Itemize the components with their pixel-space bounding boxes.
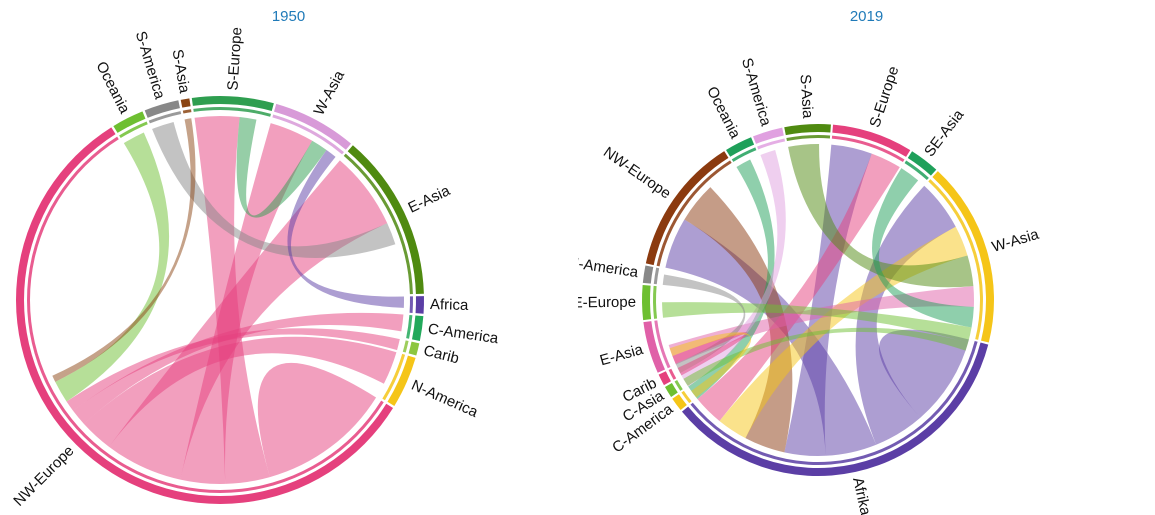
region-label-africa: Africa bbox=[430, 296, 469, 314]
region-label-nw-europe: NW-Europe bbox=[600, 144, 674, 203]
region-label-c-america: C-America bbox=[427, 321, 500, 348]
region-label-e-asia: E-Asia bbox=[406, 182, 454, 217]
region-arc-c-asia bbox=[664, 382, 678, 397]
region-label-s-america: S-America bbox=[132, 29, 169, 102]
chord-se-asia-to-w-asia bbox=[872, 168, 974, 328]
region-arc-s-america bbox=[753, 127, 784, 144]
region-arc-e-asia bbox=[347, 145, 424, 294]
region-label-se-asia: SE-Asia bbox=[921, 106, 968, 160]
region-arc-e-europe bbox=[642, 284, 652, 321]
region-label-s-america: S-America bbox=[738, 56, 775, 129]
region-inner-ring-w-asia bbox=[272, 114, 344, 155]
region-arc-n-america bbox=[387, 355, 416, 406]
diagram-title: 2019 bbox=[849, 8, 884, 25]
chord-nw-europe-to-carib bbox=[66, 328, 400, 411]
region-arc-n-america bbox=[642, 265, 654, 284]
chord-s-america-to-e-asia bbox=[152, 121, 396, 258]
chord-nw-europe-to-e-asia bbox=[108, 160, 388, 480]
region-arc-s-europe bbox=[832, 124, 911, 157]
region-label-oceania: Oceania bbox=[92, 59, 133, 117]
region-inner-ring-oceania bbox=[119, 121, 148, 139]
region-label-nw-europe: NW-Europe bbox=[10, 442, 77, 509]
region-inner-ring-s-europe bbox=[193, 106, 271, 117]
region-inner-ring-c-america bbox=[406, 315, 413, 339]
chord-afrika-to-w-asia bbox=[855, 185, 956, 445]
chord-e-asia-to-w-asia bbox=[668, 286, 974, 365]
region-inner-ring-s-asia bbox=[786, 135, 831, 142]
region-label-w-asia: W-Asia bbox=[990, 226, 1042, 256]
region-arc-w-asia bbox=[274, 103, 352, 150]
chord-s-america-to-afrika bbox=[680, 149, 786, 387]
chord-nw-europe-to-n-america bbox=[83, 336, 397, 447]
chord-s-europe-to-afrika bbox=[697, 153, 900, 421]
region-inner-ring-n-america bbox=[382, 353, 406, 401]
region-arc-carib bbox=[658, 371, 671, 386]
region-inner-ring-c-america bbox=[681, 390, 692, 404]
region-arc-oceania bbox=[726, 137, 755, 157]
region-arc-nw-europe bbox=[645, 151, 729, 266]
region-inner-ring-e-europe bbox=[653, 285, 658, 319]
diagram-title: 1950 bbox=[271, 8, 306, 25]
region-arc-carib bbox=[408, 341, 420, 356]
chord-nw-europe-to-w-asia bbox=[180, 123, 313, 484]
region-arc-se-asia bbox=[907, 151, 937, 176]
region-label-oceania: Oceania bbox=[703, 84, 744, 142]
region-label-e-europe: E-Europe bbox=[578, 294, 636, 312]
region-label-s-asia: S-Asia bbox=[169, 48, 193, 95]
region-label-s-europe: S-Europe bbox=[866, 64, 902, 130]
chord-n-america-to-afrika bbox=[662, 274, 746, 374]
region-inner-ring-e-asia bbox=[654, 320, 671, 369]
chord-diagram-1950: 1950 Oceania S-America S-Asia S-Europe W-Asi… bbox=[0, 0, 577, 515]
chord-s-europe-to-w-asia bbox=[236, 117, 327, 218]
region-label-s-asia: S-Asia bbox=[797, 74, 817, 120]
chord-c-america-to-afrika bbox=[669, 332, 752, 398]
region-inner-ring-s-america bbox=[148, 111, 182, 124]
region-inner-ring-carib bbox=[402, 340, 409, 353]
region-label-e-asia: E-Asia bbox=[598, 341, 646, 370]
region-arc-africa bbox=[415, 296, 424, 314]
region-inner-ring-c-asia bbox=[674, 380, 683, 391]
region-arc-e-asia bbox=[643, 321, 666, 373]
region-inner-ring-w-asia bbox=[928, 179, 983, 340]
region-inner-ring-oceania bbox=[731, 147, 757, 162]
region-arc-c-america bbox=[412, 315, 424, 341]
region-arc-afrika bbox=[681, 342, 989, 477]
region-label-w-asia: W-Asia bbox=[311, 67, 349, 118]
region-label-s-europe: S-Europe bbox=[224, 27, 245, 91]
region-inner-ring-carib bbox=[668, 368, 677, 380]
chord-carib-to-afrika bbox=[672, 332, 748, 376]
region-inner-ring-se-asia bbox=[904, 160, 929, 181]
chord-e-europe-to-w-asia bbox=[662, 302, 972, 343]
chords-group bbox=[52, 115, 404, 484]
region-arc-s-america bbox=[144, 100, 180, 118]
region-inner-ring-africa bbox=[409, 296, 413, 313]
region-arc-oceania bbox=[113, 111, 146, 133]
region-arc-s-europe bbox=[191, 96, 274, 111]
region-inner-ring-n-america bbox=[653, 267, 660, 285]
chord-nw-europe-to-nw-europe bbox=[257, 362, 377, 478]
region-label-n-america: N-America bbox=[578, 254, 640, 281]
chord-diagram-2019: 2019 Oceania S-America S-Asia S-Europe SE-As… bbox=[578, 0, 1155, 515]
region-inner-ring-s-europe bbox=[831, 135, 905, 163]
chords-group bbox=[662, 143, 974, 457]
region-label-carib: Carib bbox=[422, 342, 461, 367]
region-arc-s-asia bbox=[180, 98, 191, 108]
chord-s-asia-to-w-asia bbox=[788, 143, 974, 288]
region-arc-s-asia bbox=[784, 124, 831, 136]
chord-oceania-to-nw-europe bbox=[55, 132, 170, 402]
region-label-afrika: Afrika bbox=[849, 476, 874, 515]
region-arc-w-asia bbox=[932, 171, 994, 343]
chord-afrika-to-afrika bbox=[878, 329, 969, 418]
region-label-n-america: N-America bbox=[409, 377, 481, 421]
region-inner-ring-s-america bbox=[757, 138, 786, 150]
region-arc-c-america bbox=[672, 394, 687, 411]
region-inner-ring-s-asia bbox=[182, 109, 192, 114]
